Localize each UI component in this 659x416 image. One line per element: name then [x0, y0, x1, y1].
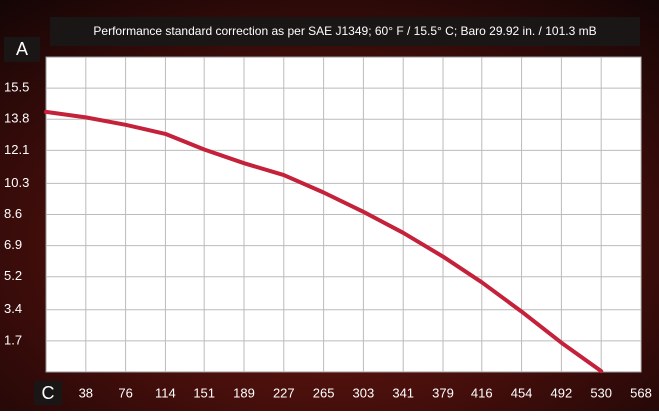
x-tick-label: 227 [273, 385, 295, 400]
x-tick-label: 454 [511, 385, 533, 400]
y-label-box [4, 37, 40, 62]
x-tick-label: 379 [432, 385, 454, 400]
x-tick-label: 151 [193, 385, 215, 400]
line [44, 109, 604, 374]
x-tick-label: 38 [79, 385, 93, 400]
title-bar [50, 17, 640, 46]
y-tick-label: 15.5 [4, 80, 29, 95]
x-tick-label: 492 [551, 385, 573, 400]
y-tick-label: 6.9 [4, 237, 22, 252]
x-tick-label: 265 [313, 385, 335, 400]
chart-title: Performance standard correction as per S… [93, 24, 596, 38]
x-axis-label: C [42, 383, 55, 403]
x-tick-label: 76 [118, 385, 132, 400]
x-tick-label: 416 [471, 385, 493, 400]
x-tick-label: 341 [392, 385, 414, 400]
y-tick-label: 12.1 [4, 142, 29, 157]
y-tick-label: 3.4 [4, 301, 22, 316]
y-tick-label: 1.7 [4, 332, 22, 347]
x-tick-label: 114 [155, 385, 176, 400]
y-tick-label: 5.2 [4, 268, 22, 283]
x-tick-label: 530 [590, 385, 612, 400]
y-tick-label: 10.3 [4, 175, 29, 190]
y-tick-label: 8.6 [4, 206, 22, 221]
x-tick-label: 568 [630, 385, 652, 400]
y-axis-label: A [16, 39, 28, 59]
x-label-box [34, 381, 62, 405]
x-tick-label: 189 [233, 385, 255, 400]
x-tick-label: 303 [353, 385, 375, 400]
y-tick-label: 13.8 [4, 111, 29, 126]
